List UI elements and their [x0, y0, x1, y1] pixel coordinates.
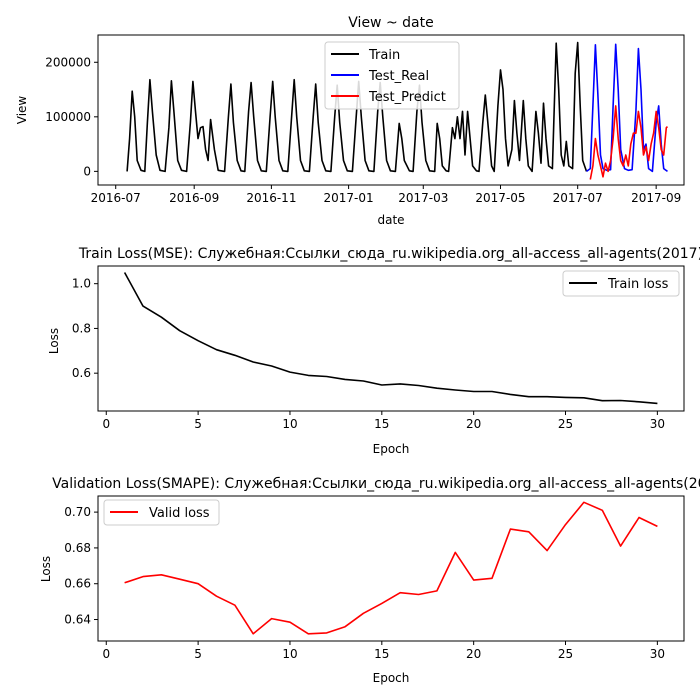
x-axis-label: Epoch	[373, 671, 410, 685]
y-axis-label: Loss	[39, 556, 53, 582]
view-date-panel: View ~ date date View 2016-07 2016-09 2016…	[15, 15, 685, 227]
axis-ticks: 0 5 10 15 20 25 30 0.64 0.66 0.68 0.70	[64, 505, 665, 661]
x-tick-label: 2016-09	[169, 191, 219, 205]
legend-label-valid-loss: Valid loss	[149, 506, 210, 521]
legend-label-test-predict: Test_Predict	[368, 90, 446, 105]
legend: Train Test_Real Test_Predict	[324, 41, 460, 110]
y-tick-label: 0	[83, 164, 91, 178]
legend: Train loss	[562, 270, 680, 297]
x-tick-label: 25	[558, 417, 573, 431]
legend-box	[103, 499, 220, 526]
y-tick-label: 0.64	[64, 613, 91, 627]
chart-title: Train Loss(MSE): Служебная:Ссылки_сюда_r…	[78, 246, 700, 262]
axis-ticks: 0 5 10 15 20 25 30 0.6 0.8 1.0	[72, 277, 665, 431]
axes-frame	[97, 495, 685, 642]
x-tick-label: 2017-07	[553, 191, 603, 205]
validation-loss-panel: Validation Loss(SMAPE): Служебная:Ссылки…	[39, 476, 700, 685]
axis-ticks: 2016-07 2016-09 2016-11 2017-01 2017-03 2017-…	[45, 55, 681, 205]
plot-area	[126, 41, 669, 180]
legend-label-train: Train	[368, 48, 400, 63]
x-tick-label: 5	[194, 417, 202, 431]
legend: Valid loss	[103, 499, 220, 526]
x-tick-label: 0	[102, 647, 110, 661]
y-tick-label: 0.66	[64, 577, 91, 591]
series-line-train	[126, 41, 588, 173]
axes-frame	[97, 34, 685, 186]
y-axis-label: Loss	[47, 328, 61, 354]
x-tick-label: 2016-11	[246, 191, 296, 205]
y-tick-label: 200000	[45, 55, 91, 69]
x-tick-label: 2017-01	[324, 191, 374, 205]
y-tick-label: 0.6	[72, 366, 91, 380]
y-axis-label: View	[15, 96, 29, 125]
chart-title: Validation Loss(SMAPE): Служебная:Ссылки…	[52, 476, 700, 492]
y-tick-label: 0.8	[72, 321, 91, 335]
legend-box	[562, 270, 680, 297]
plot-area	[123, 272, 658, 405]
x-tick-label: 20	[466, 647, 481, 661]
series-line-train-loss	[123, 272, 658, 405]
y-tick-label: 0.68	[64, 541, 91, 555]
legend-label-test-real: Test_Real	[368, 69, 429, 84]
y-tick-label: 1.0	[72, 277, 91, 291]
x-tick-label: 15	[374, 417, 389, 431]
x-tick-label: 2017-09	[631, 191, 681, 205]
x-tick-label: 5	[194, 647, 202, 661]
x-tick-label: 2016-07	[91, 191, 141, 205]
chart-title: View ~ date	[348, 15, 433, 31]
x-tick-label: 30	[650, 647, 665, 661]
x-tick-label: 10	[282, 647, 297, 661]
x-axis-label: Epoch	[373, 442, 410, 456]
x-tick-label: 10	[282, 417, 297, 431]
y-tick-label: 100000	[45, 110, 91, 124]
y-tick-label: 0.70	[64, 505, 91, 519]
x-tick-label: 2017-05	[475, 191, 525, 205]
axes-frame	[97, 265, 685, 412]
x-tick-label: 0	[102, 417, 110, 431]
x-tick-label: 2017-03	[398, 191, 448, 205]
train-loss-panel: Train Loss(MSE): Служебная:Ссылки_сюда_r…	[47, 246, 700, 456]
series-line-test-real	[586, 43, 668, 173]
x-tick-label: 20	[466, 417, 481, 431]
x-tick-label: 15	[374, 647, 389, 661]
plot-area	[124, 501, 658, 635]
legend-label-train-loss: Train loss	[607, 277, 669, 292]
x-tick-label: 25	[558, 647, 573, 661]
series-line-valid-loss	[124, 501, 658, 635]
series-line-test-predict	[589, 105, 669, 180]
legend-box	[324, 41, 460, 110]
x-tick-label: 30	[650, 417, 665, 431]
x-axis-label: date	[377, 213, 404, 227]
